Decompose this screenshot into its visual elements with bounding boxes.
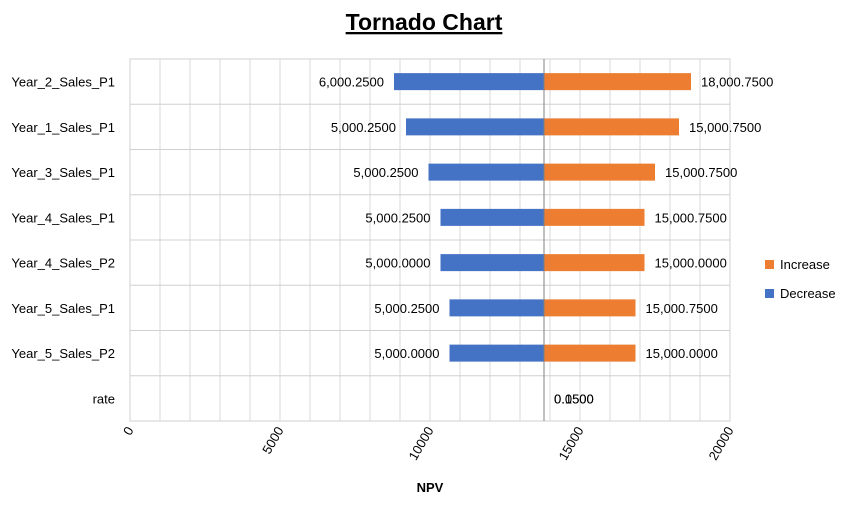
bar-decrease (449, 299, 544, 317)
x-axis-title: NPV (417, 480, 444, 495)
bar-decrease (440, 254, 544, 272)
bar-decrease (440, 208, 544, 226)
data-label-increase: 15,000.0000 (646, 346, 718, 361)
data-label-increase: 15,000.7500 (665, 165, 737, 180)
bar-decrease (394, 73, 544, 91)
data-label-decrease: 5,000.0000 (374, 346, 439, 361)
category-labels: Year_2_Sales_P1 Year_1_Sales_P1 Year_3_Sal… (11, 75, 115, 407)
category-label: Year_1_Sales_P1 (11, 120, 115, 135)
category-label: Year_5_Sales_P2 (11, 346, 115, 361)
x-tick-label: 20000 (706, 424, 737, 463)
x-tick-label: 0 (120, 424, 137, 438)
legend: Increase Decrease (765, 257, 836, 301)
data-label-increase: 15,000.7500 (655, 210, 727, 225)
category-label: Year_3_Sales_P1 (11, 165, 115, 180)
data-label-decrease: 5,000.0000 (365, 256, 430, 271)
data-label-decrease: 5,000.2500 (353, 165, 418, 180)
legend-swatch (765, 260, 774, 269)
x-tick-labels: 0 5000 10000 15000 20000 (120, 424, 737, 463)
data-label-decrease: 6,000.2500 (319, 75, 384, 90)
data-label-increase: 18,000.7500 (701, 75, 773, 90)
category-label: rate (93, 391, 115, 406)
bar-decrease (449, 344, 544, 362)
x-tick-label: 15000 (556, 424, 587, 463)
legend-swatch (765, 289, 774, 298)
bar-increase (544, 163, 655, 181)
bar-increase (544, 118, 679, 136)
bar-increase (544, 73, 691, 91)
data-label-increase: 0.1500 (554, 391, 594, 406)
bar-increase (544, 208, 645, 226)
legend-label: Decrease (780, 286, 836, 301)
bar-increase (544, 344, 636, 362)
category-label: Year_4_Sales_P2 (11, 256, 115, 271)
data-label-increase: 15,000.7500 (689, 120, 761, 135)
chart-title: Tornado Chart (346, 9, 503, 35)
bar-increase (544, 299, 636, 317)
x-tick-label: 10000 (406, 424, 437, 463)
legend-label: Increase (780, 257, 830, 272)
bar-increase (544, 254, 645, 272)
data-label-decrease: 5,000.2500 (365, 210, 430, 225)
data-label-decrease: 0.0500 (554, 391, 594, 406)
x-tick-label: 5000 (259, 424, 286, 457)
category-label: Year_4_Sales_P1 (11, 210, 115, 225)
category-label: Year_2_Sales_P1 (11, 75, 115, 90)
data-label-decrease: 5,000.2500 (331, 120, 396, 135)
bar-decrease (428, 163, 544, 181)
data-label-increase: 15,000.7500 (646, 301, 718, 316)
category-label: Year_5_Sales_P1 (11, 301, 115, 316)
bars: 18,000.7500 6,000.2500 15,000.7500 5,000.25… (319, 59, 773, 421)
data-label-increase: 15,000.0000 (655, 256, 727, 271)
plot-grid (129, 58, 731, 422)
data-label-decrease: 5,000.2500 (374, 301, 439, 316)
bar-decrease (406, 118, 544, 136)
